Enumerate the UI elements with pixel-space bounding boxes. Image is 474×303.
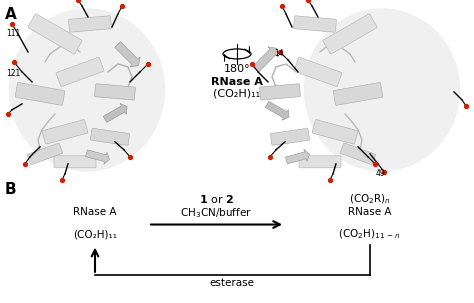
Text: RNase A: RNase A <box>348 208 392 218</box>
Text: (CO$_2$H)$_{11\,-\,n}$: (CO$_2$H)$_{11\,-\,n}$ <box>338 228 401 241</box>
FancyArrow shape <box>285 149 310 164</box>
Text: (CO₂H)₁₁: (CO₂H)₁₁ <box>213 89 261 99</box>
Text: $\mathbf{1}$ or $\mathbf{2}$: $\mathbf{1}$ or $\mathbf{2}$ <box>199 193 234 205</box>
FancyArrow shape <box>86 150 109 164</box>
FancyArrow shape <box>265 102 289 120</box>
Text: 180°: 180° <box>224 64 250 74</box>
FancyBboxPatch shape <box>323 14 377 54</box>
FancyBboxPatch shape <box>28 14 82 54</box>
FancyBboxPatch shape <box>91 128 129 145</box>
FancyBboxPatch shape <box>333 82 383 105</box>
Text: 14: 14 <box>274 49 283 58</box>
FancyBboxPatch shape <box>299 156 341 168</box>
Text: 49: 49 <box>376 169 386 178</box>
FancyArrow shape <box>103 103 127 122</box>
FancyBboxPatch shape <box>69 16 111 32</box>
FancyBboxPatch shape <box>54 156 96 168</box>
FancyBboxPatch shape <box>15 82 65 105</box>
FancyBboxPatch shape <box>95 84 136 100</box>
FancyArrow shape <box>115 42 140 67</box>
Text: (CO$_2$R)$_n$: (CO$_2$R)$_n$ <box>349 193 391 206</box>
FancyArrow shape <box>253 47 278 72</box>
Text: B: B <box>5 182 17 197</box>
FancyBboxPatch shape <box>340 143 375 165</box>
FancyBboxPatch shape <box>271 128 310 145</box>
Text: RNase A: RNase A <box>211 77 263 87</box>
Text: A: A <box>5 7 17 22</box>
FancyBboxPatch shape <box>293 16 337 32</box>
Text: esterase: esterase <box>210 278 255 288</box>
Text: (CO₂H)₁₁: (CO₂H)₁₁ <box>73 230 117 240</box>
FancyBboxPatch shape <box>27 143 63 165</box>
Ellipse shape <box>304 9 459 171</box>
FancyBboxPatch shape <box>42 120 88 144</box>
Ellipse shape <box>9 9 164 171</box>
Text: 111: 111 <box>6 29 20 38</box>
FancyBboxPatch shape <box>312 120 358 144</box>
FancyBboxPatch shape <box>294 57 342 87</box>
FancyBboxPatch shape <box>260 84 301 100</box>
FancyBboxPatch shape <box>56 57 104 87</box>
Text: CH$_3$CN/buffer: CH$_3$CN/buffer <box>180 207 252 220</box>
Text: 121: 121 <box>6 69 20 78</box>
Text: RNase A: RNase A <box>73 208 117 218</box>
